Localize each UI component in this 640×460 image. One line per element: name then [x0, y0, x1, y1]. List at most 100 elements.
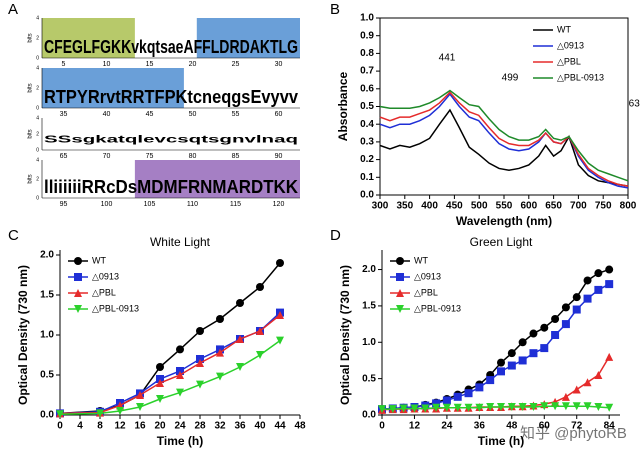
data-point: [605, 280, 614, 289]
legend-marker: [74, 305, 82, 313]
data-point: [236, 335, 244, 343]
legend-marker: [396, 305, 404, 313]
legend-marker: [396, 273, 404, 281]
x-tick-label: 24: [441, 421, 453, 432]
x-tick-label: 36: [474, 421, 486, 432]
data-point: [399, 404, 408, 413]
data-point: [551, 315, 560, 323]
logo-position-tick: 5: [62, 61, 66, 68]
data-point: [236, 363, 244, 371]
logo-bits-tick: 2: [36, 131, 39, 137]
data-point: [216, 372, 224, 381]
data-point: [583, 276, 592, 285]
data-point: [572, 305, 581, 314]
logo-bits-tick: 2: [36, 176, 39, 182]
y-tick-label: 1.0: [360, 13, 374, 24]
data-point: [276, 259, 284, 267]
data-point: [529, 329, 538, 338]
logo-letters: SSsgkatqlevcsqtsgnvlnaq: [44, 135, 298, 146]
data-point: [540, 323, 549, 332]
data-point: [551, 331, 560, 339]
data-point: [475, 383, 484, 392]
series-line: [379, 91, 629, 187]
legend-label: WT: [92, 255, 106, 265]
x-tick-label: 0: [57, 421, 63, 432]
data-point: [410, 404, 419, 413]
legend-label: WT: [414, 255, 428, 265]
data-point: [583, 294, 592, 303]
data-point: [196, 380, 204, 389]
logo-axis-label: bits: [28, 174, 34, 183]
y-axis-label: Optical Density (730 nm): [16, 265, 30, 405]
logo-position-tick: 110: [187, 201, 198, 208]
logo-bits-tick: 2: [36, 35, 39, 41]
y-tick-label: 2.0: [362, 264, 376, 275]
data-point: [464, 389, 473, 398]
y-tick-label: 0.1: [360, 172, 374, 183]
logo-axis-label: bits: [28, 33, 34, 42]
logo-position-tick: 50: [189, 111, 197, 118]
logo-position-tick: 45: [146, 111, 154, 118]
data-point: [196, 359, 204, 367]
logo-letters: RTPYRrvtRRTFPKtcneqgsEvyvv: [44, 87, 298, 107]
legend-label: WT: [557, 24, 571, 34]
data-point: [116, 407, 124, 415]
data-point: [561, 392, 570, 401]
data-point: [176, 371, 184, 379]
logo-position-tick: 75: [146, 153, 154, 160]
data-point: [540, 402, 549, 411]
logo-bits-tick: 0: [36, 195, 39, 201]
data-point: [156, 379, 164, 387]
series-line: [381, 283, 610, 410]
y-tick-label: 0.0: [360, 190, 374, 201]
data-point: [388, 405, 397, 414]
data-point: [518, 403, 527, 411]
data-point: [56, 410, 64, 419]
logo-position-tick: 95: [60, 201, 68, 208]
x-tick-label: 40: [254, 421, 266, 432]
legend-label: △0913: [92, 271, 119, 281]
chart-title: Green Light: [470, 235, 533, 249]
logo-position-tick: 60: [275, 111, 283, 118]
data-point: [464, 403, 473, 412]
logo-bits-tick: 4: [36, 115, 39, 121]
y-tick-label: 0.0: [40, 410, 54, 421]
logo-position-tick: 55: [232, 111, 240, 118]
data-point: [594, 269, 603, 278]
data-point: [605, 352, 614, 361]
data-point: [594, 285, 603, 294]
annotation: 634: [629, 99, 640, 110]
data-point: [453, 403, 462, 412]
data-point: [432, 399, 441, 408]
data-point: [507, 403, 516, 411]
x-tick-label: 24: [174, 421, 186, 432]
logo-bits-tick: 4: [36, 157, 39, 163]
x-tick-label: 12: [409, 421, 421, 432]
x-axis-label: Wavelength (nm): [456, 214, 552, 228]
y-tick-label: 1.5: [362, 301, 376, 312]
x-tick-label: 300: [372, 201, 389, 212]
highlight-box: [134, 160, 300, 198]
logo-position-tick: 85: [232, 153, 240, 160]
logo-bits-tick: 2: [36, 85, 39, 91]
data-point: [605, 265, 614, 274]
data-point: [572, 402, 581, 411]
data-point: [256, 327, 264, 335]
legend-label: △PBL: [557, 56, 581, 66]
annotation: 499: [502, 73, 519, 84]
data-point: [442, 396, 451, 405]
data-point: [432, 403, 441, 412]
data-point: [486, 403, 495, 411]
logo-letters: CFEGLFGKKvkqtsaeAFFLDRDAKTLG: [44, 37, 298, 57]
x-tick-label: 400: [421, 201, 438, 212]
data-point: [176, 345, 184, 354]
logo-position-tick: 30: [275, 61, 283, 68]
legend-marker: [74, 257, 82, 265]
data-point: [378, 405, 386, 414]
logo-axis-label: bits: [28, 129, 34, 138]
data-point: [136, 391, 144, 399]
y-tick-label: 2.0: [40, 250, 54, 261]
data-point: [605, 403, 614, 412]
data-point: [196, 327, 204, 335]
